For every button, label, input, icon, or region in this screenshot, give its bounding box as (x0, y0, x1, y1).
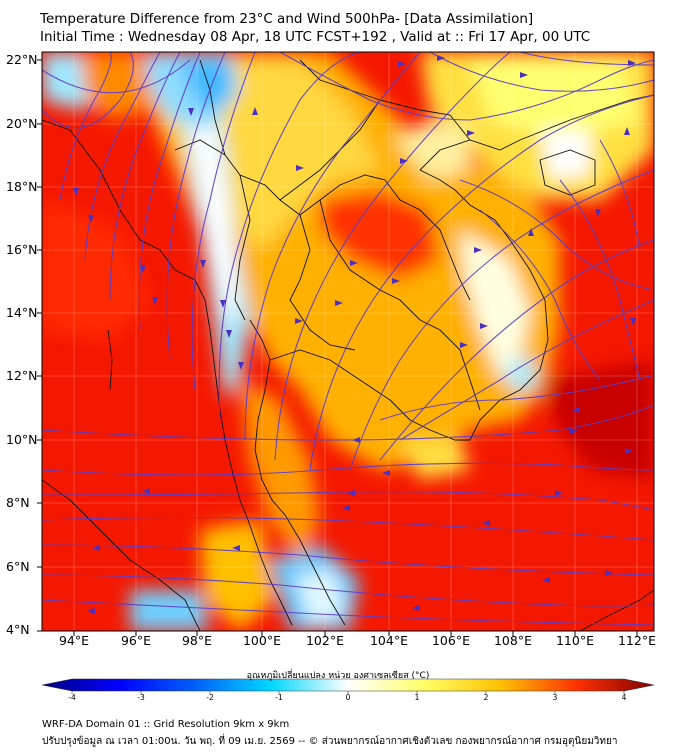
wind-streamlines (42, 52, 654, 626)
lon-label: 108°E (493, 633, 532, 648)
colorbar-tick-label: -3 (137, 693, 145, 702)
colorbar-tick-label: -4 (68, 693, 76, 702)
lat-label: 8°N (6, 495, 30, 510)
colorbar-ticks (71, 691, 625, 694)
lat-label: 18°N (6, 179, 38, 194)
chart-subtitle: Initial Time : Wednesday 08 Apr, 18 UTC … (40, 29, 591, 45)
lon-label: 106°E (431, 633, 470, 648)
lat-label: 22°N (6, 52, 38, 67)
colorbar-tick-label: 3 (552, 693, 558, 702)
colorbar-title: อุณหภูมิเปลี่ยนแปลง หน่วย องศาเซลเซียส (… (246, 671, 430, 681)
temperature-field (42, 52, 654, 631)
lon-label: 102°E (305, 633, 344, 648)
lat-label: 6°N (6, 559, 30, 574)
colorbar-tick-label: -1 (275, 693, 283, 702)
lat-label: 16°N (6, 242, 38, 257)
footer-credit: ปรับปรุงข้อมูล ณ เวลา 01:00น. วัน พฤ. ที… (42, 736, 618, 747)
lat-label: 14°N (6, 305, 38, 320)
colorbar-tick-label: 2 (483, 693, 489, 702)
axis-ticks (37, 59, 638, 636)
lon-label: 112°E (617, 633, 656, 648)
lon-label: 98°E (181, 633, 213, 648)
lon-label: 100°E (242, 633, 281, 648)
lat-label: 20°N (6, 116, 38, 131)
coastlines (42, 59, 654, 631)
lat-label: 4°N (6, 622, 30, 637)
lat-label: 12°N (6, 368, 38, 383)
colorbar-tick-label: 0 (345, 693, 351, 702)
lon-label: 96°E (120, 633, 152, 648)
colorbar-tick-label: 4 (621, 693, 627, 702)
lat-label: 10°N (6, 432, 38, 447)
chart-title: Temperature Difference from 23°C and Win… (40, 11, 534, 27)
lon-label: 104°E (369, 633, 408, 648)
colorbar-tick-label: -2 (206, 693, 214, 702)
colorbar-tick-label: 1 (414, 693, 420, 702)
lon-label: 110°E (555, 633, 594, 648)
map-frame (41, 51, 655, 632)
wind-arrowheads (73, 55, 636, 614)
footer-model-info: WRF-DA Domain 01 :: Grid Resolution 9km … (42, 719, 290, 730)
lon-label: 94°E (58, 633, 90, 648)
